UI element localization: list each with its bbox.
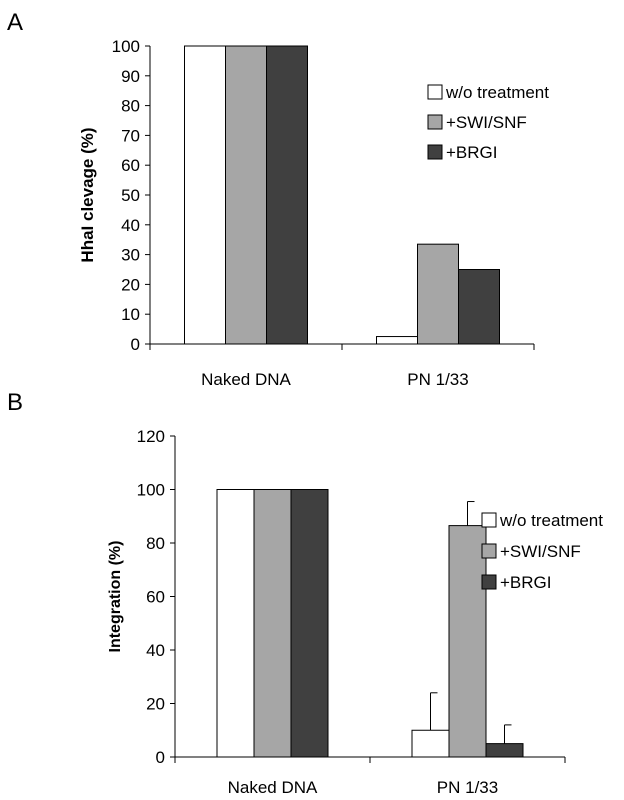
legend-label: w/o treatment [499, 511, 603, 530]
panel-letter-b: B [7, 389, 23, 416]
category-label: Naked DNA [201, 370, 291, 389]
legend-swatch [481, 543, 497, 559]
chart-a: 0 10 20 30 40 50 60 70 80 90 100 HhaI clevage (%) Na… [78, 37, 549, 389]
y-tick-label: 100 [112, 37, 140, 56]
y-tick-label: 20 [146, 695, 165, 714]
legend-label: +BRGI [500, 573, 552, 592]
bar [253, 489, 292, 758]
y-tick-label: 50 [121, 186, 140, 205]
y-tick-label: 80 [121, 97, 140, 116]
legend-label: +BRGI [446, 143, 498, 162]
y-tick-label: 40 [146, 641, 165, 660]
category-label: PN 1/33 [437, 778, 498, 797]
bar [290, 489, 329, 758]
chart-b: 0 20 40 60 80 100 120 Integration (%) Naked DNA P… [107, 427, 603, 797]
legend-swatch [427, 144, 443, 160]
y-tick-label: 100 [137, 481, 165, 500]
bar [458, 269, 500, 345]
y-axis-title: HhaI clevage (%) [78, 127, 97, 262]
bar [216, 489, 255, 758]
y-tick-label: 20 [121, 275, 140, 294]
y-tick-label: 30 [121, 246, 140, 265]
y-axis-title: Integration (%) [107, 541, 124, 653]
bar [417, 243, 459, 345]
y-tick-label: 120 [137, 427, 165, 446]
y-tick-label: 10 [121, 305, 140, 324]
bar [184, 45, 226, 345]
bar [485, 743, 524, 758]
bar [411, 729, 450, 758]
legend-label: +SWI/SNF [446, 113, 527, 132]
y-tick-label: 70 [121, 126, 140, 145]
legend-swatch [427, 84, 443, 100]
panel-letter-a: A [7, 9, 23, 36]
legend-swatch [481, 512, 497, 528]
legend-swatch [427, 114, 443, 130]
y-tick-label: 80 [146, 534, 165, 553]
y-tick-label: 0 [156, 748, 165, 767]
bar [448, 525, 487, 758]
legend-label: w/o treatment [445, 83, 549, 102]
legend-label: +SWI/SNF [500, 542, 581, 561]
legend-swatch [481, 574, 497, 590]
bar [225, 45, 267, 345]
bar [266, 45, 308, 345]
bar [376, 336, 418, 345]
y-tick-label: 40 [121, 216, 140, 235]
category-label: Naked DNA [228, 778, 318, 797]
y-tick-label: 90 [121, 67, 140, 86]
y-tick-label: 60 [146, 588, 165, 607]
y-tick-label: 60 [121, 156, 140, 175]
category-label: PN 1/33 [407, 370, 468, 389]
y-tick-label: 0 [131, 335, 140, 354]
